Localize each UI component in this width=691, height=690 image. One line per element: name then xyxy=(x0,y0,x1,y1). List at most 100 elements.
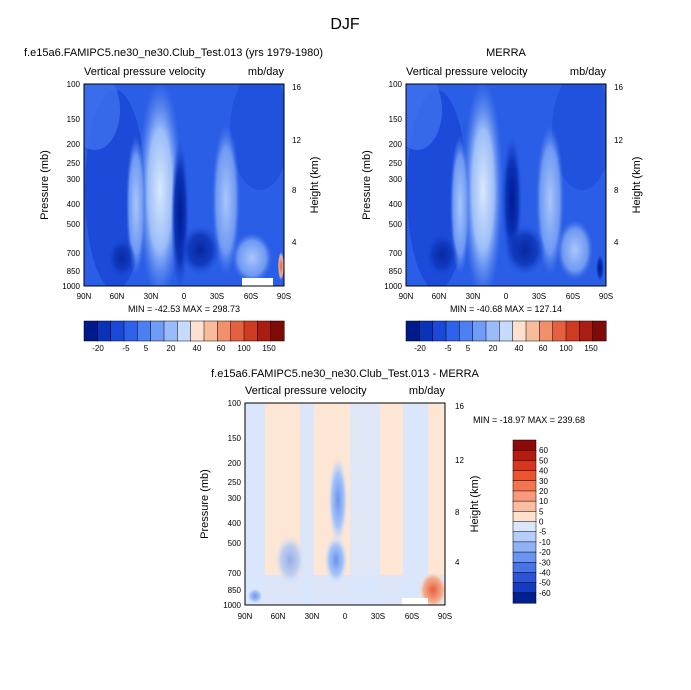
colorbar-swatches xyxy=(405,320,607,342)
y-tick-label: 700 xyxy=(228,569,242,578)
y-tick-label: 300 xyxy=(67,175,81,184)
colorbar-label: 50 xyxy=(539,456,548,465)
colorbar-swatch xyxy=(445,320,460,342)
y-tick-label: 1000 xyxy=(62,282,80,291)
colorbar-swatch xyxy=(525,320,540,342)
y-tick-label: 400 xyxy=(67,200,81,209)
x-tick-label: 90S xyxy=(599,292,613,301)
colorbar-label: -20 xyxy=(414,344,426,353)
y2-axis-title: Height (km) xyxy=(631,157,643,214)
colorbar-label: 150 xyxy=(584,344,598,353)
y-tick-label: 200 xyxy=(228,459,242,468)
y-tick-label: 150 xyxy=(67,115,81,124)
colorbar: -20 -5 5 20 40 60 100 150 xyxy=(83,320,285,353)
colorbar-label: -40 xyxy=(539,568,551,577)
x-tick-label: 60N xyxy=(271,612,286,621)
colorbar-label: 40 xyxy=(193,344,202,353)
y-axis-title: Pressure (mb) xyxy=(39,150,51,220)
x-tick-label: 0 xyxy=(182,292,187,301)
colorbar-swatch xyxy=(512,511,537,523)
x-tick-label: 60S xyxy=(405,612,419,621)
colorbar-swatch xyxy=(110,320,125,342)
y2-axis-title: Height (km) xyxy=(309,157,321,214)
y2-tick-label: 12 xyxy=(614,136,623,145)
colorbar-swatch xyxy=(485,320,500,342)
x-tick-label: 90S xyxy=(438,612,452,621)
colorbar-label: 20 xyxy=(489,344,498,353)
colorbar-swatches xyxy=(83,320,285,342)
contour-field xyxy=(245,403,445,605)
colorbar-swatch xyxy=(150,320,165,342)
y-tick-label: 250 xyxy=(389,159,403,168)
colorbar-swatch xyxy=(512,470,537,482)
y-tick-label: 100 xyxy=(67,80,81,89)
y-tick-label: 850 xyxy=(389,267,403,276)
colorbar-swatch xyxy=(512,449,537,461)
y-tick-label: 700 xyxy=(389,249,403,258)
colorbar-label: 100 xyxy=(237,344,251,353)
colorbar-swatch xyxy=(432,320,447,342)
colorbar-swatch xyxy=(163,320,178,342)
colorbar-swatch xyxy=(579,320,594,342)
y-tick-label: 300 xyxy=(228,494,242,503)
x-tick-label: 0 xyxy=(504,292,509,301)
colorbar-swatch xyxy=(243,320,258,342)
colorbar-label: -5 xyxy=(444,344,452,353)
y-tick-label: 700 xyxy=(67,249,81,258)
x-tick-label: 60N xyxy=(432,292,447,301)
colorbar-swatch xyxy=(592,320,607,342)
colorbar-swatch xyxy=(512,490,537,502)
colorbar-label: 60 xyxy=(539,344,548,353)
panel-subtitle-left: Vertical pressure velocity xyxy=(406,66,528,78)
colorbar-label: 40 xyxy=(515,344,524,353)
contour-field xyxy=(406,84,606,286)
colorbar-swatch xyxy=(512,500,537,512)
y-axis-right: 16 12 8 4 Height (km) xyxy=(614,83,643,247)
colorbar-swatch xyxy=(512,582,537,594)
colorbar-label: -30 xyxy=(539,558,551,567)
colorbar-swatch xyxy=(512,320,527,342)
colorbar-swatch xyxy=(123,320,138,342)
y2-tick-label: 8 xyxy=(614,186,619,195)
y2-tick-label: 16 xyxy=(292,83,301,92)
y-tick-label: 150 xyxy=(228,434,242,443)
panel-subtitle-right: mb/day xyxy=(248,66,285,78)
y-axis-left: 100 150 200 250 300 400 500 700 850 1000… xyxy=(199,399,242,610)
x-tick-label: 30N xyxy=(305,612,320,621)
colorbar-swatch xyxy=(512,521,537,533)
x-tick-label: 30S xyxy=(210,292,224,301)
colorbar-label: 40 xyxy=(539,467,548,476)
panel-difference: f.e15a6.FAMIPC5.ne30_ne30.Club_Test.013 … xyxy=(199,368,585,621)
y2-tick-label: 12 xyxy=(292,136,301,145)
colorbar-swatch xyxy=(203,320,218,342)
colorbar-label: 0 xyxy=(539,518,544,527)
colorbar-swatch xyxy=(257,320,272,342)
y-tick-label: 250 xyxy=(67,159,81,168)
x-tick-label: 0 xyxy=(343,612,348,621)
colorbar-label: 30 xyxy=(539,477,548,486)
contour-field xyxy=(84,84,284,286)
panel-subtitle-left: Vertical pressure velocity xyxy=(245,385,367,397)
x-tick-label: 90N xyxy=(399,292,414,301)
colorbar-label: 20 xyxy=(539,487,548,496)
x-axis: 90N 60N 30N 0 30S 60S 90S xyxy=(399,292,613,301)
colorbar-label: -20 xyxy=(539,548,551,557)
colorbar-swatch xyxy=(177,320,192,342)
panel-subtitle-left: Vertical pressure velocity xyxy=(84,66,206,78)
colorbar-label: 10 xyxy=(539,497,548,506)
y-tick-label: 150 xyxy=(389,115,403,124)
stats-text: MIN = -40.68 MAX = 127.14 xyxy=(450,304,562,314)
y-tick-label: 850 xyxy=(228,586,242,595)
y-axis-left: 100 150 200 250 300 400 500 700 850 1000… xyxy=(39,80,81,291)
y-tick-label: 400 xyxy=(228,519,242,528)
colorbar-label: 5 xyxy=(539,507,544,516)
colorbar-swatch xyxy=(552,320,567,342)
y-tick-label: 500 xyxy=(389,220,403,229)
colorbar-label: 5 xyxy=(466,344,471,353)
y-axis-right: 16 12 8 4 Height (km) xyxy=(455,402,481,567)
y2-tick-label: 4 xyxy=(455,558,460,567)
y-tick-label: 400 xyxy=(389,200,403,209)
colorbar-swatch xyxy=(230,320,245,342)
colorbar-swatch xyxy=(512,551,537,563)
